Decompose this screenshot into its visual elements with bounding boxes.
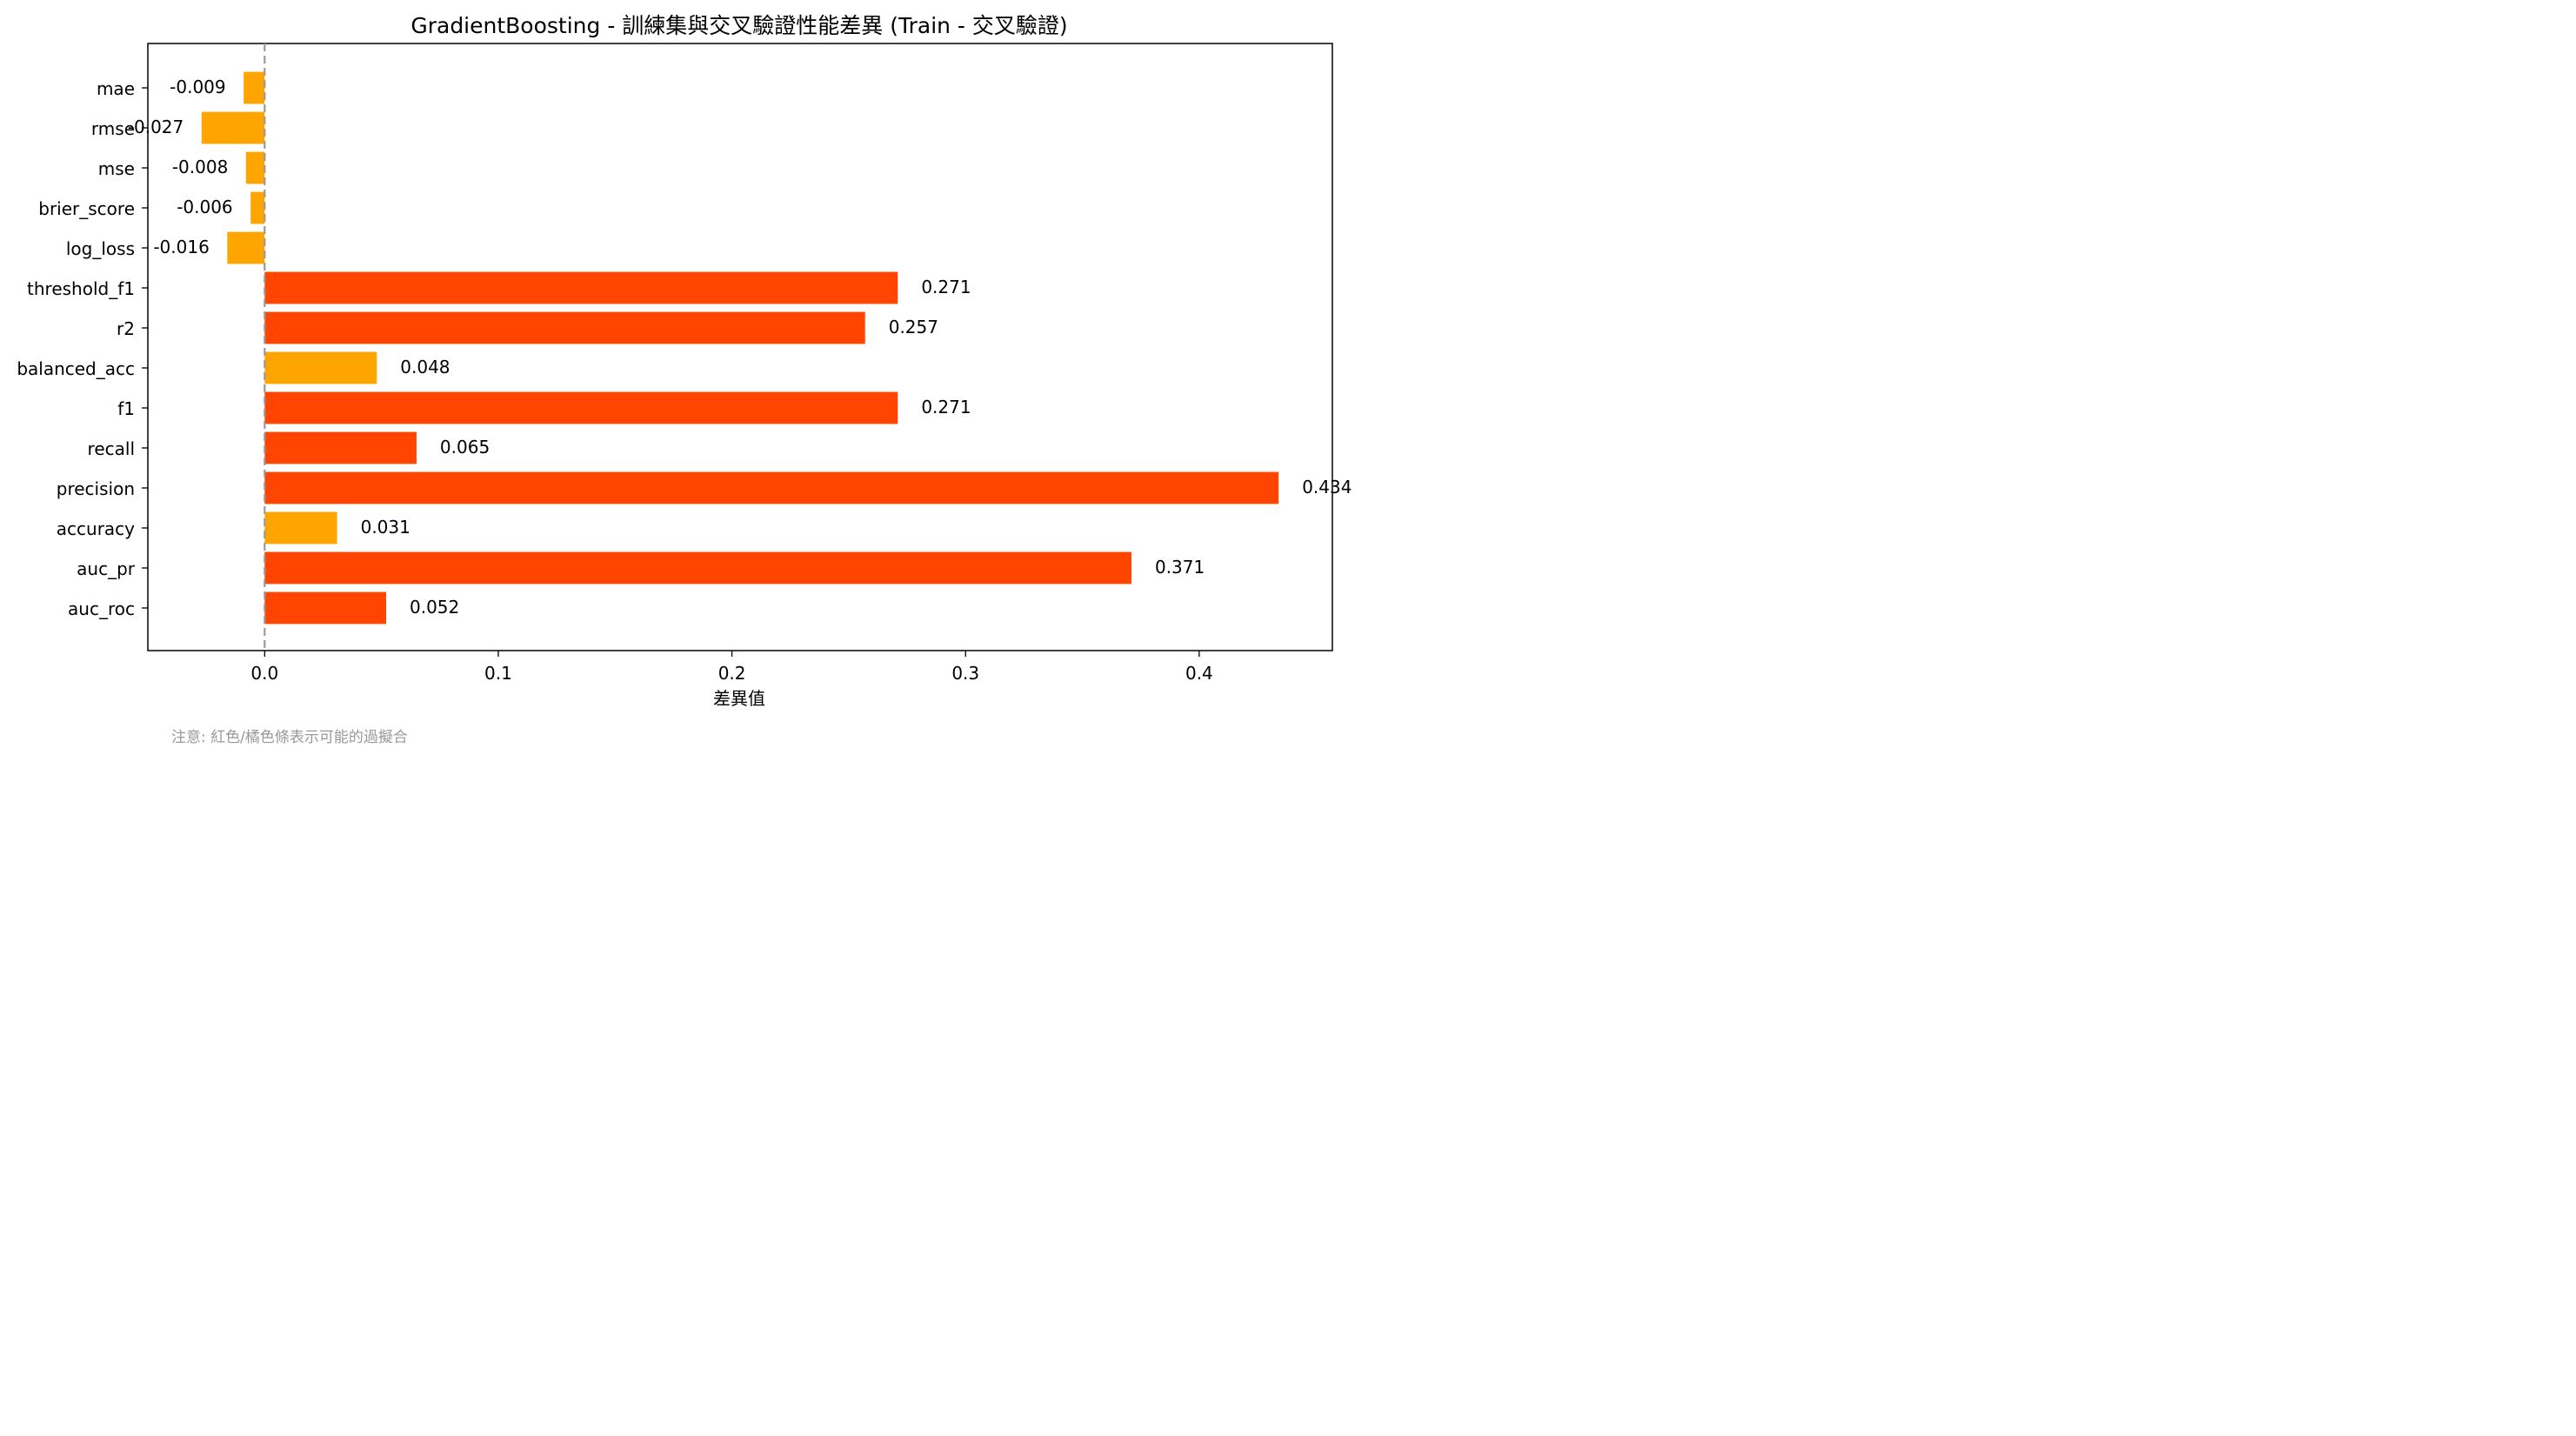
bar-recall <box>264 431 417 464</box>
bar-rmse <box>201 111 265 144</box>
bar-log-loss <box>227 231 265 264</box>
y-tick-label: accuracy <box>57 518 135 539</box>
bar-value-label: 0.271 <box>921 397 971 417</box>
y-tick-label: mse <box>98 158 135 179</box>
x-tick-label: 0.0 <box>250 663 278 684</box>
y-tick-label: auc_pr <box>77 558 136 579</box>
bar-value-label: 0.371 <box>1155 557 1205 578</box>
y-tick-label: brier_score <box>38 198 135 219</box>
chart-title: GradientBoosting - 訓練集與交叉驗證性能差異 (Train -… <box>410 13 1067 38</box>
bar-precision <box>264 471 1279 504</box>
y-tick-label: auc_roc <box>68 598 135 619</box>
bar-value-label: 0.271 <box>921 277 971 297</box>
chart-figure: GradientBoosting - 訓練集與交叉驗證性能差異 (Train -… <box>0 0 1361 758</box>
y-tick-label: f1 <box>117 398 135 419</box>
bar-value-label: 0.031 <box>361 517 410 538</box>
bar-value-label: 0.052 <box>410 597 459 618</box>
y-tick-label: recall <box>88 438 135 459</box>
bar-value-label: -0.009 <box>170 77 225 97</box>
x-axis: 0.0 0.1 0.2 0.3 0.4 <box>250 651 1213 684</box>
y-tick-label: precision <box>57 478 135 499</box>
y-axis: auc_roc auc_pr accuracy precision recall f1 ba… <box>17 78 148 619</box>
y-tick-label: r2 <box>117 318 135 339</box>
bar-mae <box>244 71 265 104</box>
bar-value-label: 0.065 <box>440 437 490 458</box>
bars-layer <box>201 71 1279 624</box>
bar-value-label: -0.016 <box>153 237 209 257</box>
x-tick-label: 0.2 <box>718 663 746 684</box>
bar-f1 <box>264 391 898 424</box>
bar-labels-layer: 0.052 0.371 0.031 0.434 0.065 0.271 0.048 0.257… <box>128 77 1352 618</box>
bar-mse <box>245 151 265 184</box>
bar-value-label: 0.048 <box>400 357 450 377</box>
y-tick-label: log_loss <box>66 238 135 259</box>
bar-value-label: 0.434 <box>1302 477 1351 498</box>
y-tick-label: balanced_acc <box>17 358 135 379</box>
bar-value-label: -0.027 <box>128 117 184 137</box>
x-tick-label: 0.4 <box>1185 663 1213 684</box>
overfitting-note: 注意: 紅色/橘色條表示可能的過擬合 <box>171 729 408 746</box>
bar-accuracy <box>264 511 337 544</box>
bar-balanced-acc <box>264 351 377 384</box>
x-tick-label: 0.1 <box>484 663 512 684</box>
y-tick-label: rmse <box>91 118 135 139</box>
bar-value-label: -0.008 <box>172 157 228 177</box>
x-axis-title: 差異值 <box>713 688 765 709</box>
bar-r2 <box>264 311 865 344</box>
bar-chart: GradientBoosting - 訓練集與交叉驗證性能差異 (Train -… <box>17 13 1352 746</box>
bar-auc-pr <box>264 551 1131 584</box>
x-tick-label: 0.3 <box>951 663 979 684</box>
y-tick-label: mae <box>97 78 135 99</box>
bar-threshold-f1 <box>264 271 898 304</box>
bar-value-label: 0.257 <box>889 317 938 337</box>
bar-brier-score <box>250 191 265 224</box>
bar-value-label: -0.006 <box>177 197 232 217</box>
bar-auc-roc <box>264 591 387 624</box>
plot-area-frame <box>147 43 1333 651</box>
y-tick-label: threshold_f1 <box>27 278 135 299</box>
